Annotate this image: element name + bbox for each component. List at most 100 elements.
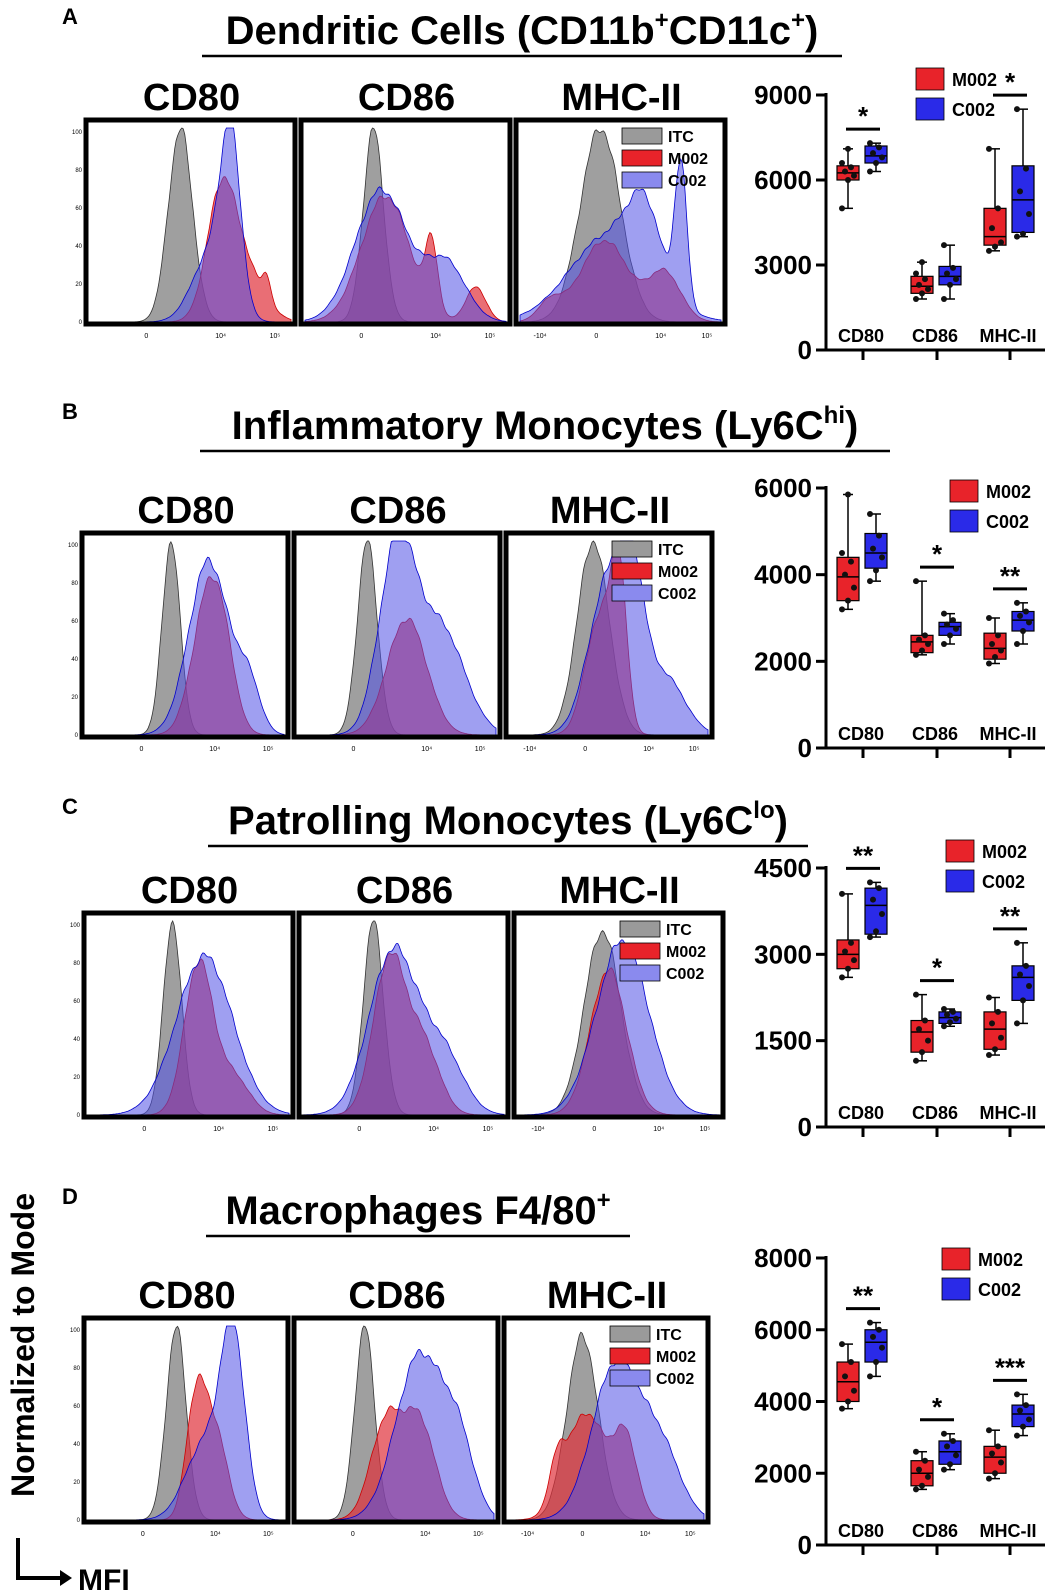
box-c002-mhc-ii [1011,599,1035,647]
data-point [950,617,956,624]
legend-swatch-c002 [621,171,663,189]
category-label: CD80 [838,724,884,744]
data-point [925,1037,931,1044]
data-point [919,290,925,297]
box-c002-mhc-ii [1011,106,1035,240]
histogram-cd80: CD80 0 20 40 60 80 100 0 10⁴ 10⁵ [68,490,291,753]
box-m002-mhc-ii [983,145,1007,254]
data-point [851,957,857,964]
box [864,532,888,569]
panel-title: Dendritic Cells (CD11b+CD11c+) [226,7,819,53]
box-c002-cd80 [864,879,888,941]
data-point [947,281,953,288]
y-tick-label: 0 [798,1112,812,1142]
marker-label: CD86 [358,77,455,119]
data-point [1020,230,1026,237]
data-point [1026,619,1032,626]
histogram-ytick: 100 [68,543,79,549]
category-label: MHC-II [980,724,1037,744]
data-point [941,296,947,302]
histogram-ytick: 20 [71,695,78,701]
histogram-frame [501,1315,711,1525]
data-point [922,1017,928,1024]
data-point [953,276,959,283]
data-point [1023,608,1029,615]
data-point [916,1466,922,1473]
legend-label: M002 [658,564,698,581]
data-point [986,1427,992,1434]
box-m002-cd86 [910,991,934,1064]
data-point [1014,939,1020,946]
legend-label: M002 [668,151,708,168]
y-tick-label: 2000 [754,646,812,676]
data-point [1017,188,1023,195]
data-point [995,205,1001,212]
data-point [839,160,845,166]
data-point [845,145,851,152]
data-point [992,1470,998,1477]
marker-label: MHC-II [559,870,679,912]
data-point [913,651,919,658]
data-point [986,247,992,254]
legend-label: C002 [668,173,706,190]
data-point [925,641,931,647]
legend-label: M002 [986,482,1031,502]
significance-stars: ** [1000,901,1021,931]
data-point [876,144,882,151]
boxplot-legend: M002 C002 [945,839,1027,893]
data-point [842,1373,848,1380]
box-m002-cd86 [910,578,934,658]
legend-label: ITC [656,1327,682,1344]
marker-label: CD86 [348,1275,445,1317]
category-label: CD80 [838,326,884,346]
significance-stars: ** [1000,561,1021,591]
title-superscript: + [791,7,805,34]
data-point [867,879,873,886]
box-c002-cd86 [938,1430,962,1473]
marker-label: CD80 [143,77,240,119]
panel-d: D Macrophages F4/80+ CD80 0 20 40 60 80 100 0 10⁴ 1… [62,1184,1045,1560]
data-point [845,965,851,972]
data-point [953,625,959,632]
data-point [842,948,848,955]
title-text: Inflammatory Monocytes (Ly6C [232,404,824,448]
box-m002-cd80 [836,1341,860,1412]
c002-histogram [86,556,285,736]
y-tick-label: 4000 [754,1387,812,1417]
data-point [845,1398,851,1405]
legend-label: ITC [666,922,692,939]
data-point [919,647,925,654]
histogram-xtick: 10⁵ [268,1126,279,1133]
legend-label: M002 [978,1250,1023,1270]
c002-histogram [298,540,497,736]
data-point [848,558,854,565]
box-c002-cd80 [864,511,888,585]
histogram-xtick: 10⁵ [689,746,700,753]
data-point [916,636,922,643]
title-superscript: + [655,7,669,34]
data-point [848,164,854,171]
data-point [845,597,851,604]
c002-histogram [517,939,720,1116]
data-point [989,1020,995,1027]
histogram-ytick: 40 [73,1442,80,1448]
histogram-xtick: 10⁵ [702,333,713,340]
box [938,1440,962,1465]
legend-swatch-c002 [619,964,661,982]
data-point [839,606,845,613]
histogram-ytick: 100 [70,923,81,929]
histogram-ytick: 80 [75,168,82,174]
data-point [944,621,950,628]
data-point [944,1011,950,1018]
marker-label: MHC-II [561,77,681,119]
data-point [839,974,845,981]
data-point [1014,641,1020,647]
category-label: CD86 [912,724,958,744]
data-point [1014,233,1020,240]
data-point [879,911,885,918]
c002-histogram [510,540,709,736]
histogram-legend: ITC M002 C002 [609,1325,696,1388]
box-m002-cd80 [836,890,860,981]
box [836,556,860,602]
data-point [953,1452,959,1459]
